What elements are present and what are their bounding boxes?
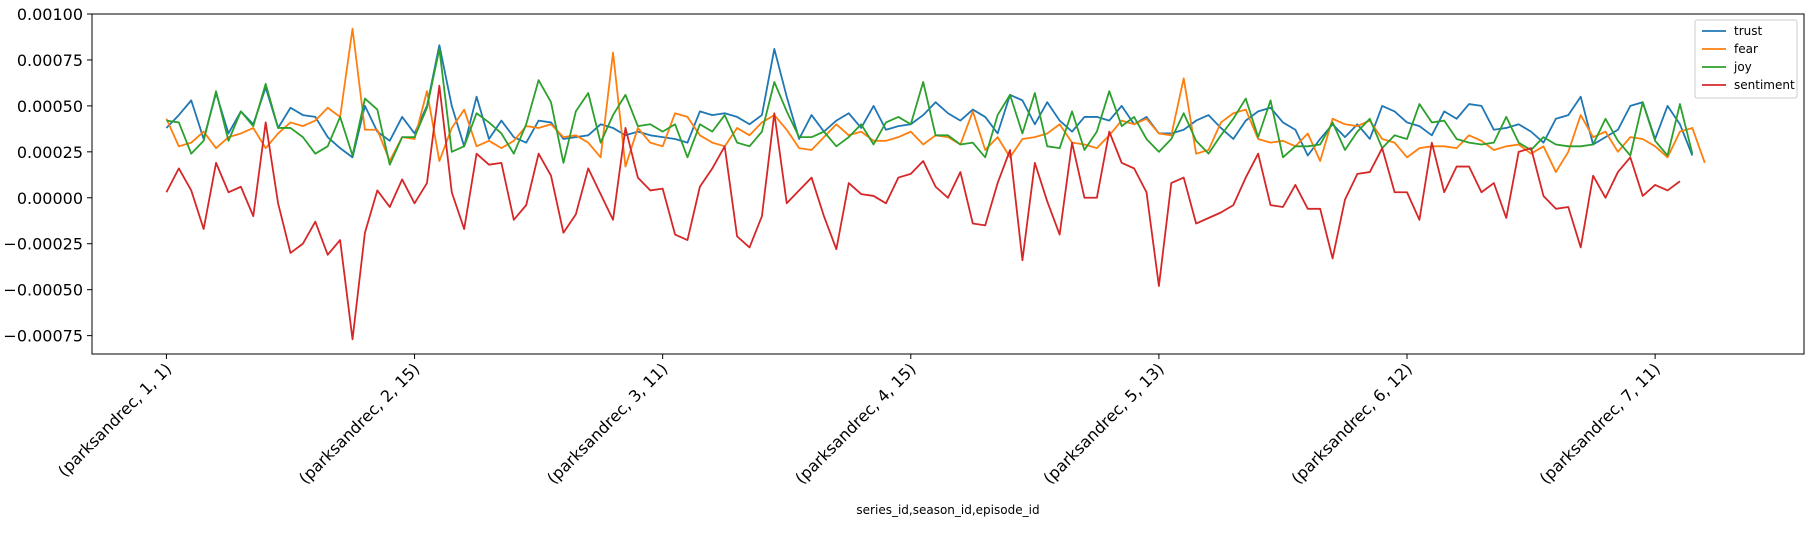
legend-box [1694,19,1798,99]
legend-label-joy: joy [1733,60,1752,74]
series-layer [165,27,1706,341]
x-axis-label: series_id,season_id,episode_id [856,503,1039,517]
plot-area [91,13,1805,355]
legend-label-trust: trust [1734,24,1762,38]
x-tick-label: (parksandrec, 1, 1) [54,359,175,480]
y-tick-label: 0.00000 [17,189,83,208]
series-line-joy [166,48,1694,166]
legend-label-fear: fear [1734,42,1758,56]
x-tick-label: (parksandrec, 7, 11) [1536,359,1664,487]
legend-label-sentiment: sentiment [1734,78,1795,92]
x-tick-label: (parksandrec, 6, 12) [1288,359,1416,487]
x-tick-label: (parksandrec, 4, 15) [791,359,919,487]
y-tick-label: 0.00100 [17,5,83,24]
series-line-sentiment [165,84,1681,341]
y-axis: −0.00075 −0.00050 −0.00025 0.00000 0.00025 0.… [3,5,92,346]
y-tick-label: 0.00075 [17,51,83,70]
x-axis: (parksandrec, 1, 1) (parksandrec, 2, 15) (… [54,354,1664,488]
y-tick-label: −0.00025 [3,235,83,254]
y-tick-label: 0.00025 [17,143,83,162]
legend: trust fear joy sentiment [1694,19,1798,99]
x-tick-label: (parksandrec, 5, 13) [1039,359,1167,487]
x-tick-label: (parksandrec, 2, 15) [295,359,423,487]
x-tick-label: (parksandrec, 3, 11) [543,359,671,487]
y-tick-label: −0.00050 [3,281,83,300]
y-tick-label: −0.00075 [3,327,83,346]
y-tick-label: 0.00050 [17,97,83,116]
